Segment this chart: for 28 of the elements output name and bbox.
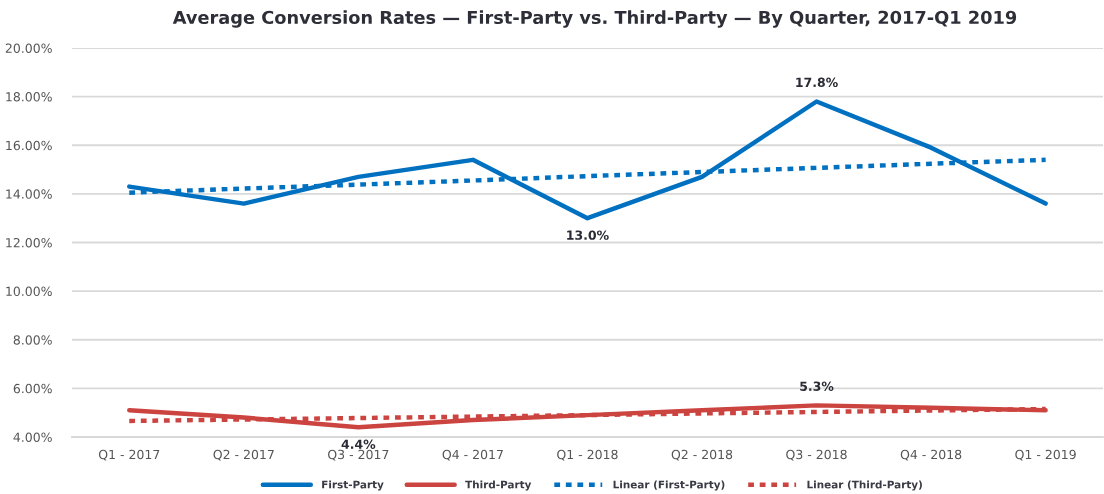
legend-label: First-Party [322,480,384,491]
y-tick-label: 10.00% [6,286,52,297]
y-tick-label: 8.00% [13,335,52,345]
x-tick-label: Q3 - 2017 [328,449,389,461]
data-label: 17.8% [796,77,838,88]
legend-label: Linear (First-Party) [613,480,725,491]
y-tick-label: 20.00% [5,43,52,53]
x-tick-label: Q1 - 2018 [557,449,618,461]
x-tick-label: Q1 - 2017 [98,449,160,461]
line-series [127,99,1048,221]
data-label: 4.4% [341,439,376,449]
y-tick-label: 12.00% [6,237,52,248]
data-label: 5.3% [800,381,834,391]
x-tick-label: Q4 - 2017 [442,449,503,461]
y-tick-label: 4.00% [13,432,52,442]
x-tick-label: Q4 - 2018 [900,449,962,461]
x-tick-label: Q1 - 2019 [1015,449,1076,461]
y-tick-label: 6.00% [13,383,52,394]
x-tick-label: Q2 - 2018 [671,449,733,461]
y-tick-label: 16.00% [6,140,52,151]
legend-label: Third-Party [465,480,532,491]
y-tick-label: 14.00% [6,189,52,199]
x-tick-label: Q3 - 2018 [786,449,847,461]
legend-label: Linear (Third-Party) [807,480,922,491]
y-tick-label: 18.00% [6,92,52,102]
x-tick-label: Q2 - 2017 [213,449,274,461]
chart-title: Average Conversion Rates — First-Party vs. Third-Party — By Quarter, 2017-Q1 2019 [172,10,1017,28]
data-label: 13.0% [567,230,609,240]
